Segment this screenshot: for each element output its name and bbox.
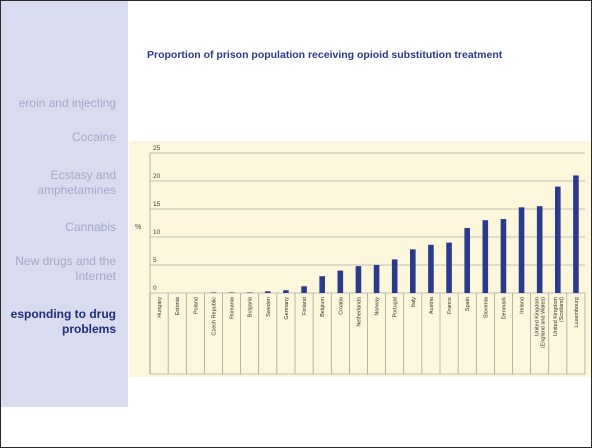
bar (355, 266, 362, 293)
x-tick-label: Czech Republic (211, 297, 217, 336)
y-tick-label: 10 (153, 229, 161, 236)
bar (555, 186, 561, 293)
sidebar-item-heroin-and-injecting[interactable]: eroin and injecting (19, 96, 116, 111)
x-tick-label: Romania (230, 296, 236, 319)
sidebar-item-label: Internet (75, 269, 116, 283)
x-tick-label: United Kingdom(Scotland) (553, 297, 565, 337)
y-tick-label: 15 (153, 201, 161, 208)
y-tick-label: 25 (153, 145, 161, 152)
sidebar-item-responding-to-drug-problems[interactable]: esponding to drug problems (11, 307, 116, 337)
bar-chart: 0 5 10 15 20 25% Hungary Estonia Poland Czech Rep… (135, 145, 586, 375)
y-tick-label: 5 (153, 257, 157, 264)
x-tick-label: Portugal (393, 297, 399, 318)
y-tick-label: 20 (153, 173, 161, 180)
bar (536, 206, 543, 293)
sidebar-item-cannabis[interactable]: Cannabis (65, 220, 116, 235)
x-tick-label: Italy (411, 297, 417, 307)
sidebar-item-label: problems (61, 322, 116, 336)
bar (428, 244, 434, 293)
chart-title: Proportion of prison population receivin… (147, 49, 503, 61)
bar (391, 259, 398, 293)
x-tick-label: Austria (429, 296, 435, 314)
sidebar-item-ecstasy-and-amphetamines[interactable]: Ecstasy and amphetamines (37, 168, 116, 198)
y-axis-label: % (135, 224, 141, 231)
bar (518, 207, 525, 293)
sidebar-item-label: Ecstasy and (50, 168, 116, 182)
bar (410, 249, 416, 293)
x-tick-label: Sweden (266, 297, 272, 317)
x-tick-label: Croatia (338, 296, 344, 315)
x-tick-label: Finland (302, 297, 308, 315)
bar (228, 292, 235, 293)
bar (337, 270, 344, 293)
bar (319, 276, 325, 293)
x-tick-label: Denmark (501, 297, 507, 320)
x-tick-label: France (447, 297, 453, 314)
bar (446, 242, 452, 293)
x-tick-label: Ireland (520, 297, 526, 314)
x-tick-label: Poland (193, 297, 199, 314)
x-tick-label: Slovenia (483, 296, 489, 318)
sidebar-item-label: eroin and injecting (18, 96, 116, 110)
x-tick-label: Hungary (157, 297, 163, 318)
sidebar-item-label: Cannabis (65, 220, 116, 234)
x-tick-label: Netherlands (356, 297, 362, 327)
sidebar-item-label: Cocaine (71, 130, 116, 144)
bar (373, 265, 380, 293)
x-tick-label: United Kingdom(England and Wales) (535, 297, 547, 349)
x-tick-label: Germany (284, 297, 290, 320)
x-tick-label: Bulgaria (248, 296, 254, 317)
bar (482, 220, 489, 293)
sidebar-item-label: esponding to drug (10, 307, 116, 321)
bar (283, 290, 289, 293)
x-tick-label: Estonia (175, 296, 181, 315)
bar (265, 291, 271, 293)
x-tick-label: Belgium (320, 297, 326, 317)
y-tick-label: 0 (153, 285, 157, 292)
sidebar-item-label: New drugs and the (15, 254, 116, 268)
x-tick-label: Spain (465, 297, 471, 311)
sidebar-item-label: amphetamines (37, 183, 116, 197)
chart-panel: 0 5 10 15 20 25% Hungary Estonia Poland Czech Rep… (129, 141, 591, 377)
sidebar-item-new-drugs-and-the-internet[interactable]: New drugs and the Internet (15, 254, 116, 284)
bar (301, 286, 307, 293)
sidebar-nav: eroin and injecting Cocaine Ecstasy and amp… (1, 1, 128, 407)
bar (573, 175, 579, 293)
bar (500, 219, 507, 293)
sidebar-item-cocaine[interactable]: Cocaine (72, 130, 116, 145)
bar (246, 292, 253, 293)
x-tick-label: Norway (375, 297, 381, 316)
bar (210, 292, 217, 293)
bar (464, 228, 470, 293)
x-tick-label: Luxembourg (574, 297, 580, 328)
